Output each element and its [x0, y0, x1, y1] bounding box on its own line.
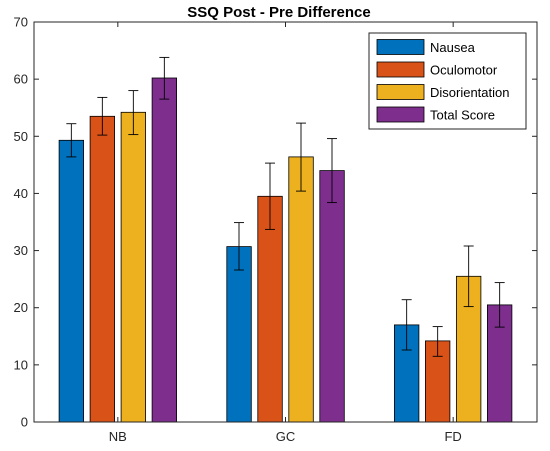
error-bar: [66, 123, 77, 158]
bar-nb-total-score: [151, 77, 178, 423]
bar-nb-nausea: [58, 139, 84, 423]
error-bar: [494, 282, 505, 328]
y-tick-label: 0: [21, 415, 28, 430]
y-tick-label: 70: [14, 15, 28, 30]
legend-label: Oculomotor: [430, 63, 498, 78]
bar-gc-oculomotor: [257, 195, 283, 423]
legend-swatch: [376, 39, 425, 55]
y-tick-label: 20: [14, 300, 28, 315]
x-tick-label: GC: [276, 429, 296, 444]
y-tick-label: 60: [14, 72, 28, 87]
legend-label: Nausea: [430, 40, 476, 55]
error-bar: [463, 245, 474, 308]
error-bar: [401, 299, 412, 351]
error-bar: [234, 222, 244, 271]
bar-nb-oculomotor: [89, 115, 115, 423]
legend-label: Total Score: [430, 108, 495, 123]
x-tick-label: NB: [109, 429, 127, 444]
legend: Nausea Oculomotor Disorientation Total Scor…: [368, 32, 527, 130]
error-bar: [159, 56, 170, 100]
legend-swatch: [376, 106, 425, 123]
y-tick-label: 40: [14, 186, 28, 201]
legend-swatch: [376, 84, 425, 100]
legend-swatch: [376, 61, 425, 78]
y-tick-label: 50: [14, 129, 28, 144]
bar-gc-disorientation: [288, 156, 314, 423]
x-tick-label: FD: [444, 429, 461, 444]
bar-nb-disorientation: [120, 111, 146, 423]
legend-label: Disorientation: [430, 85, 510, 100]
error-bar: [265, 162, 275, 230]
y-tick-label: 10: [14, 357, 28, 372]
error-bar: [128, 90, 139, 136]
chart-title: SSQ Post - Pre Difference: [187, 4, 370, 21]
bar-gc-nausea: [226, 246, 252, 423]
error-bar: [97, 96, 108, 136]
bar-gc-total-score: [319, 170, 345, 423]
error-bar: [296, 122, 306, 192]
error-bar: [432, 326, 443, 357]
y-tick-label: 30: [14, 243, 28, 258]
error-bar: [327, 138, 337, 204]
